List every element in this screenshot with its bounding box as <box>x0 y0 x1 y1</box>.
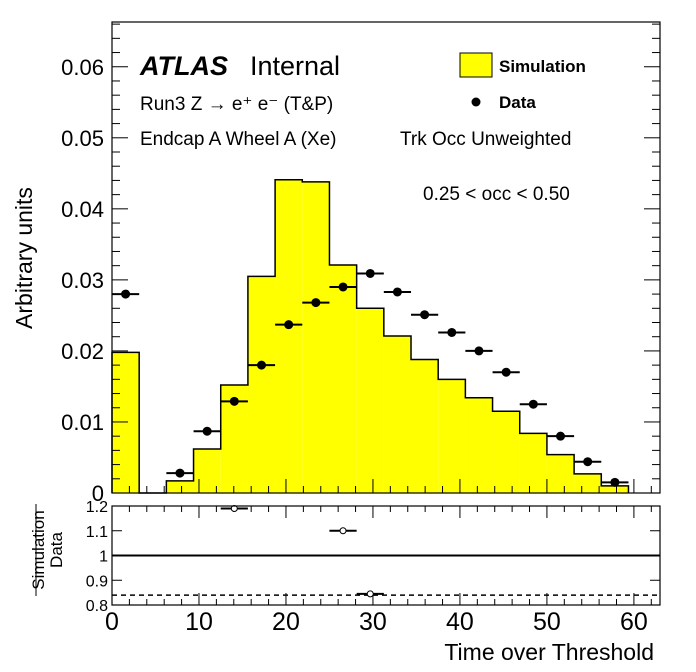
data-point <box>556 431 566 441</box>
ratio-y-tick-label: 0.8 <box>86 598 108 615</box>
data-point <box>420 310 430 320</box>
simulation-bar <box>383 336 412 493</box>
x-tick-label: 60 <box>620 608 648 636</box>
y-tick-label: 0.01 <box>61 410 104 435</box>
ratio-ylabel-numerator: Simulation <box>29 510 48 589</box>
simulation-bar <box>329 264 357 493</box>
data-point <box>583 457 593 467</box>
simulation-bar <box>546 454 575 493</box>
x-tick-label: 0 <box>105 608 119 636</box>
simulation-bar <box>601 485 629 493</box>
occupancy-label: 0.25 < occ < 0.50 <box>423 184 570 205</box>
x-tick-label: 10 <box>185 608 213 636</box>
data-point <box>257 360 267 370</box>
simulation-bar <box>193 448 221 493</box>
legend-simulation-label: Simulation <box>499 57 586 76</box>
ratio-ylabel-denominator: Data <box>47 532 66 568</box>
ratio-y-tick-label: 1.2 <box>86 499 108 516</box>
simulation-bar <box>519 433 547 493</box>
legend-simulation-swatch <box>459 52 493 78</box>
internal-label: Internal <box>250 51 340 81</box>
x-tick-label: 20 <box>272 608 300 636</box>
x-tick-label: 30 <box>359 608 387 636</box>
data-point <box>338 282 348 292</box>
ratio-panel: 0.8 0.9 1 1.1 1.2 0 10 20 30 40 50 60 <box>86 499 661 636</box>
legend-data-label: Data <box>499 93 536 112</box>
y-axis-title: Arbitrary units <box>11 187 37 329</box>
data-point <box>501 367 511 377</box>
y-tick-label: 0 <box>92 481 104 506</box>
y-tick-label: 0.04 <box>61 197 104 222</box>
y-tick-label: 0.05 <box>61 126 104 151</box>
ratio-y-tick-label: 1.1 <box>86 524 108 541</box>
x-tick-label: 40 <box>446 608 474 636</box>
x-tick-label: 50 <box>533 608 561 636</box>
y-tick-label: 0.06 <box>61 55 104 80</box>
weighting-label: Trk Occ Unweighted <box>400 129 571 150</box>
simulation-bar <box>356 308 384 493</box>
atlas-label: ATLAS <box>139 51 228 81</box>
main-frame <box>111 21 661 494</box>
simulation-bar <box>166 480 194 493</box>
data-point <box>528 399 538 409</box>
data-point <box>121 289 131 299</box>
simulation-bar <box>438 379 466 493</box>
ratio-point <box>339 527 347 535</box>
simulation-bar <box>465 397 493 493</box>
x-axis-title: Time over Threshold <box>444 639 654 665</box>
simulation-bar <box>275 179 303 494</box>
legend-data-marker <box>471 97 481 107</box>
ratio-frame <box>111 505 661 606</box>
simulation-bar <box>247 276 276 493</box>
y-tick-label: 0.02 <box>61 339 104 364</box>
data-point <box>392 287 402 297</box>
data-point <box>202 426 212 436</box>
y-tick-label: 0.03 <box>61 268 104 293</box>
data-point <box>175 468 185 478</box>
data-point <box>284 320 294 330</box>
labels: ATLAS Internal Run3 Z → e⁺ e⁻ (T&P) Endc… <box>11 51 654 665</box>
simulation-outline <box>111 178 630 494</box>
simulation-bar <box>574 473 602 493</box>
ratio-y-tick-label: 1 <box>99 549 108 566</box>
data-point <box>229 396 239 406</box>
process-label: Run3 Z → e⁺ e⁻ (T&P) <box>140 94 333 115</box>
data-point <box>311 298 321 308</box>
main-panel: 0 0.01 0.02 0.03 0.04 0.05 0.06 <box>61 21 661 506</box>
ratio-point <box>366 590 374 598</box>
simulation-bar <box>492 411 520 493</box>
ratio-y-tick-label: 0.9 <box>86 573 108 590</box>
region-label: Endcap A Wheel A (Xe) <box>140 129 336 150</box>
data-point <box>365 268 375 278</box>
simulation-bar <box>302 181 330 494</box>
data-point <box>474 346 484 356</box>
simulation-bar <box>112 352 140 493</box>
data-point <box>447 327 457 337</box>
data-point <box>610 477 620 487</box>
simulation-bar <box>411 359 439 493</box>
